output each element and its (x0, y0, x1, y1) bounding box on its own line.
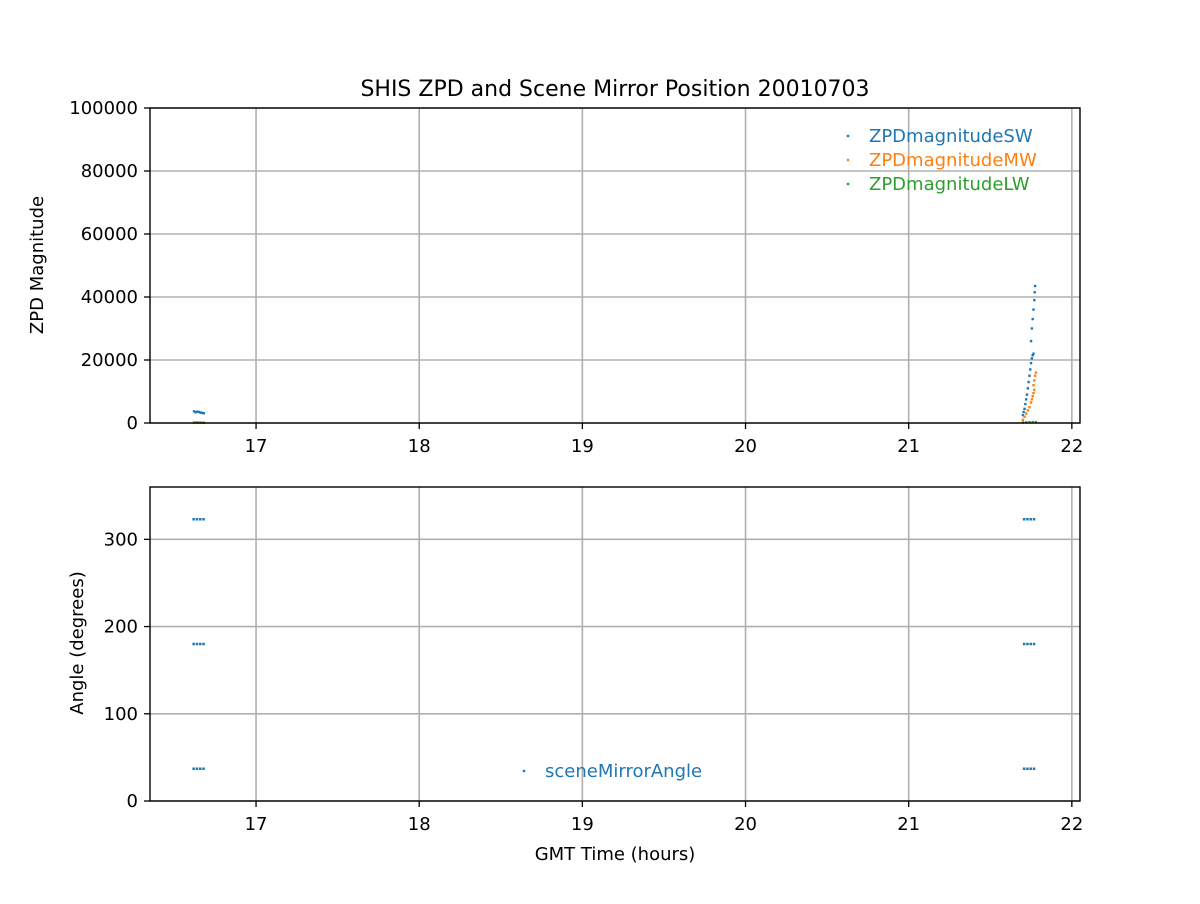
data-point-ZPDmagnitudeSW (1029, 339, 1033, 343)
y-tick-label: 100 (104, 704, 138, 725)
data-point-ZPDmagnitudeSW (1030, 327, 1034, 330)
data-point-ZPDmagnitudeMW (1032, 391, 1035, 395)
data-point-ZPDmagnitudeLW (1031, 420, 1034, 424)
data-point-ZPDmagnitudeSW (1030, 357, 1034, 360)
legend-marker (846, 182, 850, 186)
axes-frame (149, 486, 1081, 802)
data-point-ZPDmagnitudeMW (1031, 395, 1034, 398)
data-point-ZPDmagnitudeMW (1033, 374, 1037, 377)
data-point-ZPDmagnitudeSW (199, 411, 202, 414)
x-tick-label: 22 (1060, 814, 1083, 835)
chart-title: SHIS ZPD and Scene Mirror Position 20010… (360, 77, 869, 102)
data-point-ZPDmagnitudeSW (1031, 317, 1034, 321)
x-tick-label: 18 (408, 814, 431, 835)
data-point-ZPDmagnitudeSW (1025, 393, 1029, 396)
data-point-ZPDmagnitudeSW (1024, 398, 1028, 401)
data-point-ZPDmagnitudeSW (1032, 308, 1035, 311)
legend-marker (846, 134, 850, 138)
x-tick-label: 19 (571, 436, 594, 457)
legend-marker (846, 158, 850, 162)
angle-axes: Angle (degrees) GMT Time (hours) 17 18 19 2… (67, 486, 1083, 865)
data-point-ZPDmagnitudeSW (1028, 374, 1031, 377)
x-tick-label: 21 (897, 814, 920, 835)
data-point-ZPDmagnitudeSW (1032, 352, 1035, 355)
data-point-ZPDmagnitudeSW (194, 411, 197, 414)
y-tick-label: 100000 (69, 98, 138, 119)
y-tick-label: 40000 (81, 287, 138, 308)
x-tick-label: 17 (245, 436, 268, 457)
legend-marker (522, 769, 526, 773)
axes-frame (149, 107, 1081, 424)
x-tick-label: 17 (245, 814, 268, 835)
data-point-ZPDmagnitudeSW (1021, 413, 1025, 417)
data-point-ZPDmagnitudeSW (1023, 407, 1026, 411)
data-point-ZPDmagnitudeSW (1033, 291, 1036, 294)
data-point-ZPDmagnitudeLW (1028, 421, 1031, 424)
y-tick-label: 200 (104, 617, 138, 638)
data-point-ZPDmagnitudeSW (197, 410, 201, 414)
angle-ylabel: Angle (degrees) (67, 571, 88, 714)
data-point-ZPDmagnitudeMW (1030, 398, 1034, 401)
data-point-ZPDmagnitudeSW (1027, 380, 1030, 384)
data-point-ZPDmagnitudeSW (202, 412, 206, 415)
data-point-ZPDmagnitudeSW (1026, 387, 1029, 390)
zpd-ylabel: ZPD Magnitude (27, 196, 48, 334)
y-tick-label: 60000 (81, 224, 138, 245)
x-tick-label: 20 (734, 814, 757, 835)
data-point-ZPDmagnitudeSW (201, 411, 204, 415)
data-point-ZPDmagnitudeSW (1024, 402, 1027, 406)
x-tick-label: 19 (571, 814, 594, 835)
data-point-ZPDmagnitudeSW (1029, 361, 1033, 365)
y-tick-label: 20000 (81, 350, 138, 371)
y-tick-label: 0 (127, 791, 138, 812)
legend-label: ZPDmagnitudeSW (869, 126, 1033, 147)
y-tick-label: 300 (104, 529, 138, 550)
data-point-ZPDmagnitudeSW (1033, 298, 1036, 302)
data-point-ZPDmagnitudeMW (1024, 412, 1028, 415)
data-point-ZPDmagnitudeMW (1026, 409, 1029, 412)
data-point-ZPDmagnitudeMW (1033, 388, 1036, 392)
angle-xlabel: GMT Time (hours) (535, 844, 696, 865)
legend-label: ZPDmagnitudeMW (869, 150, 1037, 171)
data-point-ZPDmagnitudeMW (1032, 384, 1035, 387)
x-tick-label: 20 (734, 436, 757, 457)
data-point-ZPDmagnitudeSW (1033, 284, 1037, 288)
data-point-ZPDmagnitudeMW (1023, 415, 1026, 418)
data-point-ZPDmagnitudeSW (1022, 410, 1025, 414)
data-point-ZPDmagnitudeMW (1028, 406, 1031, 409)
data-point-ZPDmagnitudeSW (1031, 354, 1034, 357)
data-point-ZPDmagnitudeSW (196, 410, 199, 413)
x-tick-label: 22 (1060, 436, 1083, 457)
y-tick-label: 0 (127, 413, 138, 434)
legend-label: sceneMirrorAngle (545, 761, 702, 782)
data-point-ZPDmagnitudeSW (192, 410, 196, 413)
data-point-ZPDmagnitudeLW (1034, 421, 1038, 424)
x-tick-label: 18 (408, 436, 431, 457)
data-point-ZPDmagnitudeMW (1021, 418, 1025, 422)
data-point-ZPDmagnitudeSW (1029, 368, 1032, 371)
data-point-ZPDmagnitudeMW (1029, 401, 1033, 404)
x-tick-label: 21 (897, 436, 920, 457)
data-point-ZPDmagnitudeMW (1033, 379, 1036, 382)
legend-label: ZPDmagnitudeLW (869, 174, 1030, 195)
y-tick-label: 80000 (81, 161, 138, 182)
zpd-axes: ZPD Magnitude 17 18 19 20 21 22 0 20000 40000 600… (27, 98, 1083, 457)
data-point-ZPDmagnitudeMW (1034, 371, 1038, 374)
